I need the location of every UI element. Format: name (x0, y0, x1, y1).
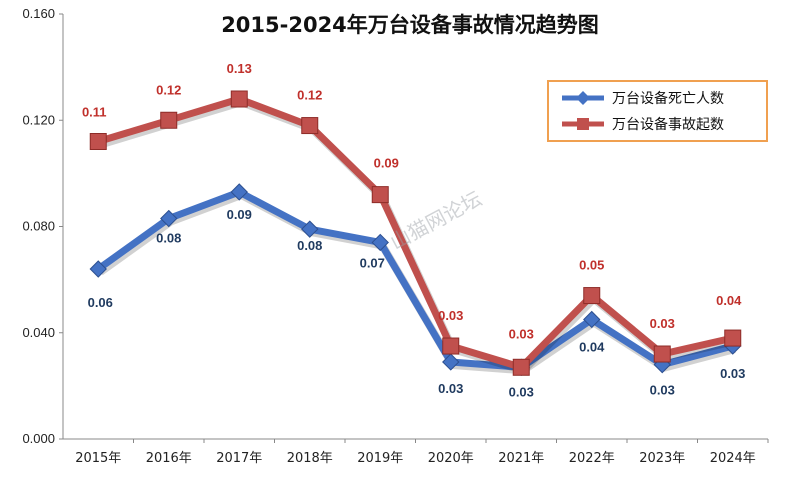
legend-box (547, 80, 768, 142)
death-data-label: 0.08 (156, 231, 181, 246)
accident-marker (371, 186, 389, 204)
death-data-label: 0.08 (297, 238, 322, 253)
accident-marker (160, 111, 178, 129)
death-data-label: 0.03 (720, 366, 745, 381)
x-tick-label: 2021年 (498, 451, 544, 466)
death-data-label: 0.06 (88, 295, 113, 310)
accident-data-label: 0.12 (156, 82, 181, 97)
x-tick-label: 2020年 (428, 451, 474, 466)
axes: 0.000 0.040 0.080 0.120 0.160 2015年 2016年 2017年… (22, 6, 769, 466)
x-tick-label: 2015年 (75, 451, 121, 466)
y-tick-label: 0.040 (22, 325, 55, 340)
x-tick-label: 2018年 (287, 451, 333, 466)
accident-marker (442, 337, 460, 355)
accident-data-label: 0.03 (650, 316, 675, 331)
death-data-label: 0.04 (579, 339, 605, 354)
death-marker (371, 233, 389, 252)
x-tick-label: 2023年 (639, 451, 685, 466)
y-tick-label: 0.120 (22, 112, 55, 127)
watermark-text: 山猫网论坛 (386, 186, 486, 254)
accident-data-label: 0.04 (716, 293, 742, 308)
series-line-accidents (94, 95, 737, 371)
x-tick-label: 2017年 (216, 451, 262, 466)
death-data-label: 0.03 (438, 381, 463, 396)
legend-square-icon (577, 118, 589, 130)
legend-label: 万台设备死亡人数 (612, 90, 724, 107)
series-line-deaths (94, 188, 737, 371)
y-tick-label: 0.160 (22, 6, 55, 21)
accident-data-label: 0.11 (82, 105, 107, 120)
death-data-label: 0.03 (509, 384, 534, 399)
accident-marker (724, 329, 742, 347)
accident-data-label: 0.13 (227, 61, 252, 76)
series-layer (89, 90, 742, 376)
death-data-label: 0.03 (650, 383, 675, 398)
x-tick-label: 2016年 (146, 451, 192, 466)
chart-title: 2015-2024年万台设备事故情况趋势图 (221, 13, 599, 37)
accident-data-label: 0.03 (509, 326, 534, 341)
x-tick-label: 2019年 (357, 451, 403, 466)
death-marker (89, 260, 107, 278)
y-tick-label: 0.000 (22, 431, 55, 446)
accident-data-label: 0.05 (579, 258, 604, 273)
legend-label: 万台设备事故起数 (612, 116, 724, 133)
death-marker (230, 183, 248, 201)
accident-marker (230, 90, 248, 108)
accident-marker (89, 133, 107, 150)
accident-marker (653, 345, 671, 363)
death-data-label: 0.07 (360, 255, 385, 270)
accident-marker (512, 358, 530, 376)
x-tick-label: 2022年 (569, 451, 615, 466)
accident-data-label: 0.12 (297, 88, 322, 103)
x-tick-label: 2024年 (710, 451, 756, 466)
accident-data-label: 0.03 (438, 308, 463, 323)
death-marker (442, 353, 460, 371)
death-data-label: 0.09 (227, 207, 252, 222)
legend-diamond-icon (576, 91, 590, 105)
data-labels: 0.06 0.08 0.09 0.08 0.07 0.03 0.03 0.04 0.03 0.03… (82, 61, 745, 399)
death-marker (301, 220, 319, 238)
accident-data-label: 0.09 (374, 156, 399, 171)
death-marker (583, 310, 601, 329)
y-tick-label: 0.080 (22, 219, 55, 234)
accident-marker (583, 287, 601, 305)
accident-marker (301, 117, 319, 135)
death-marker (160, 209, 178, 228)
